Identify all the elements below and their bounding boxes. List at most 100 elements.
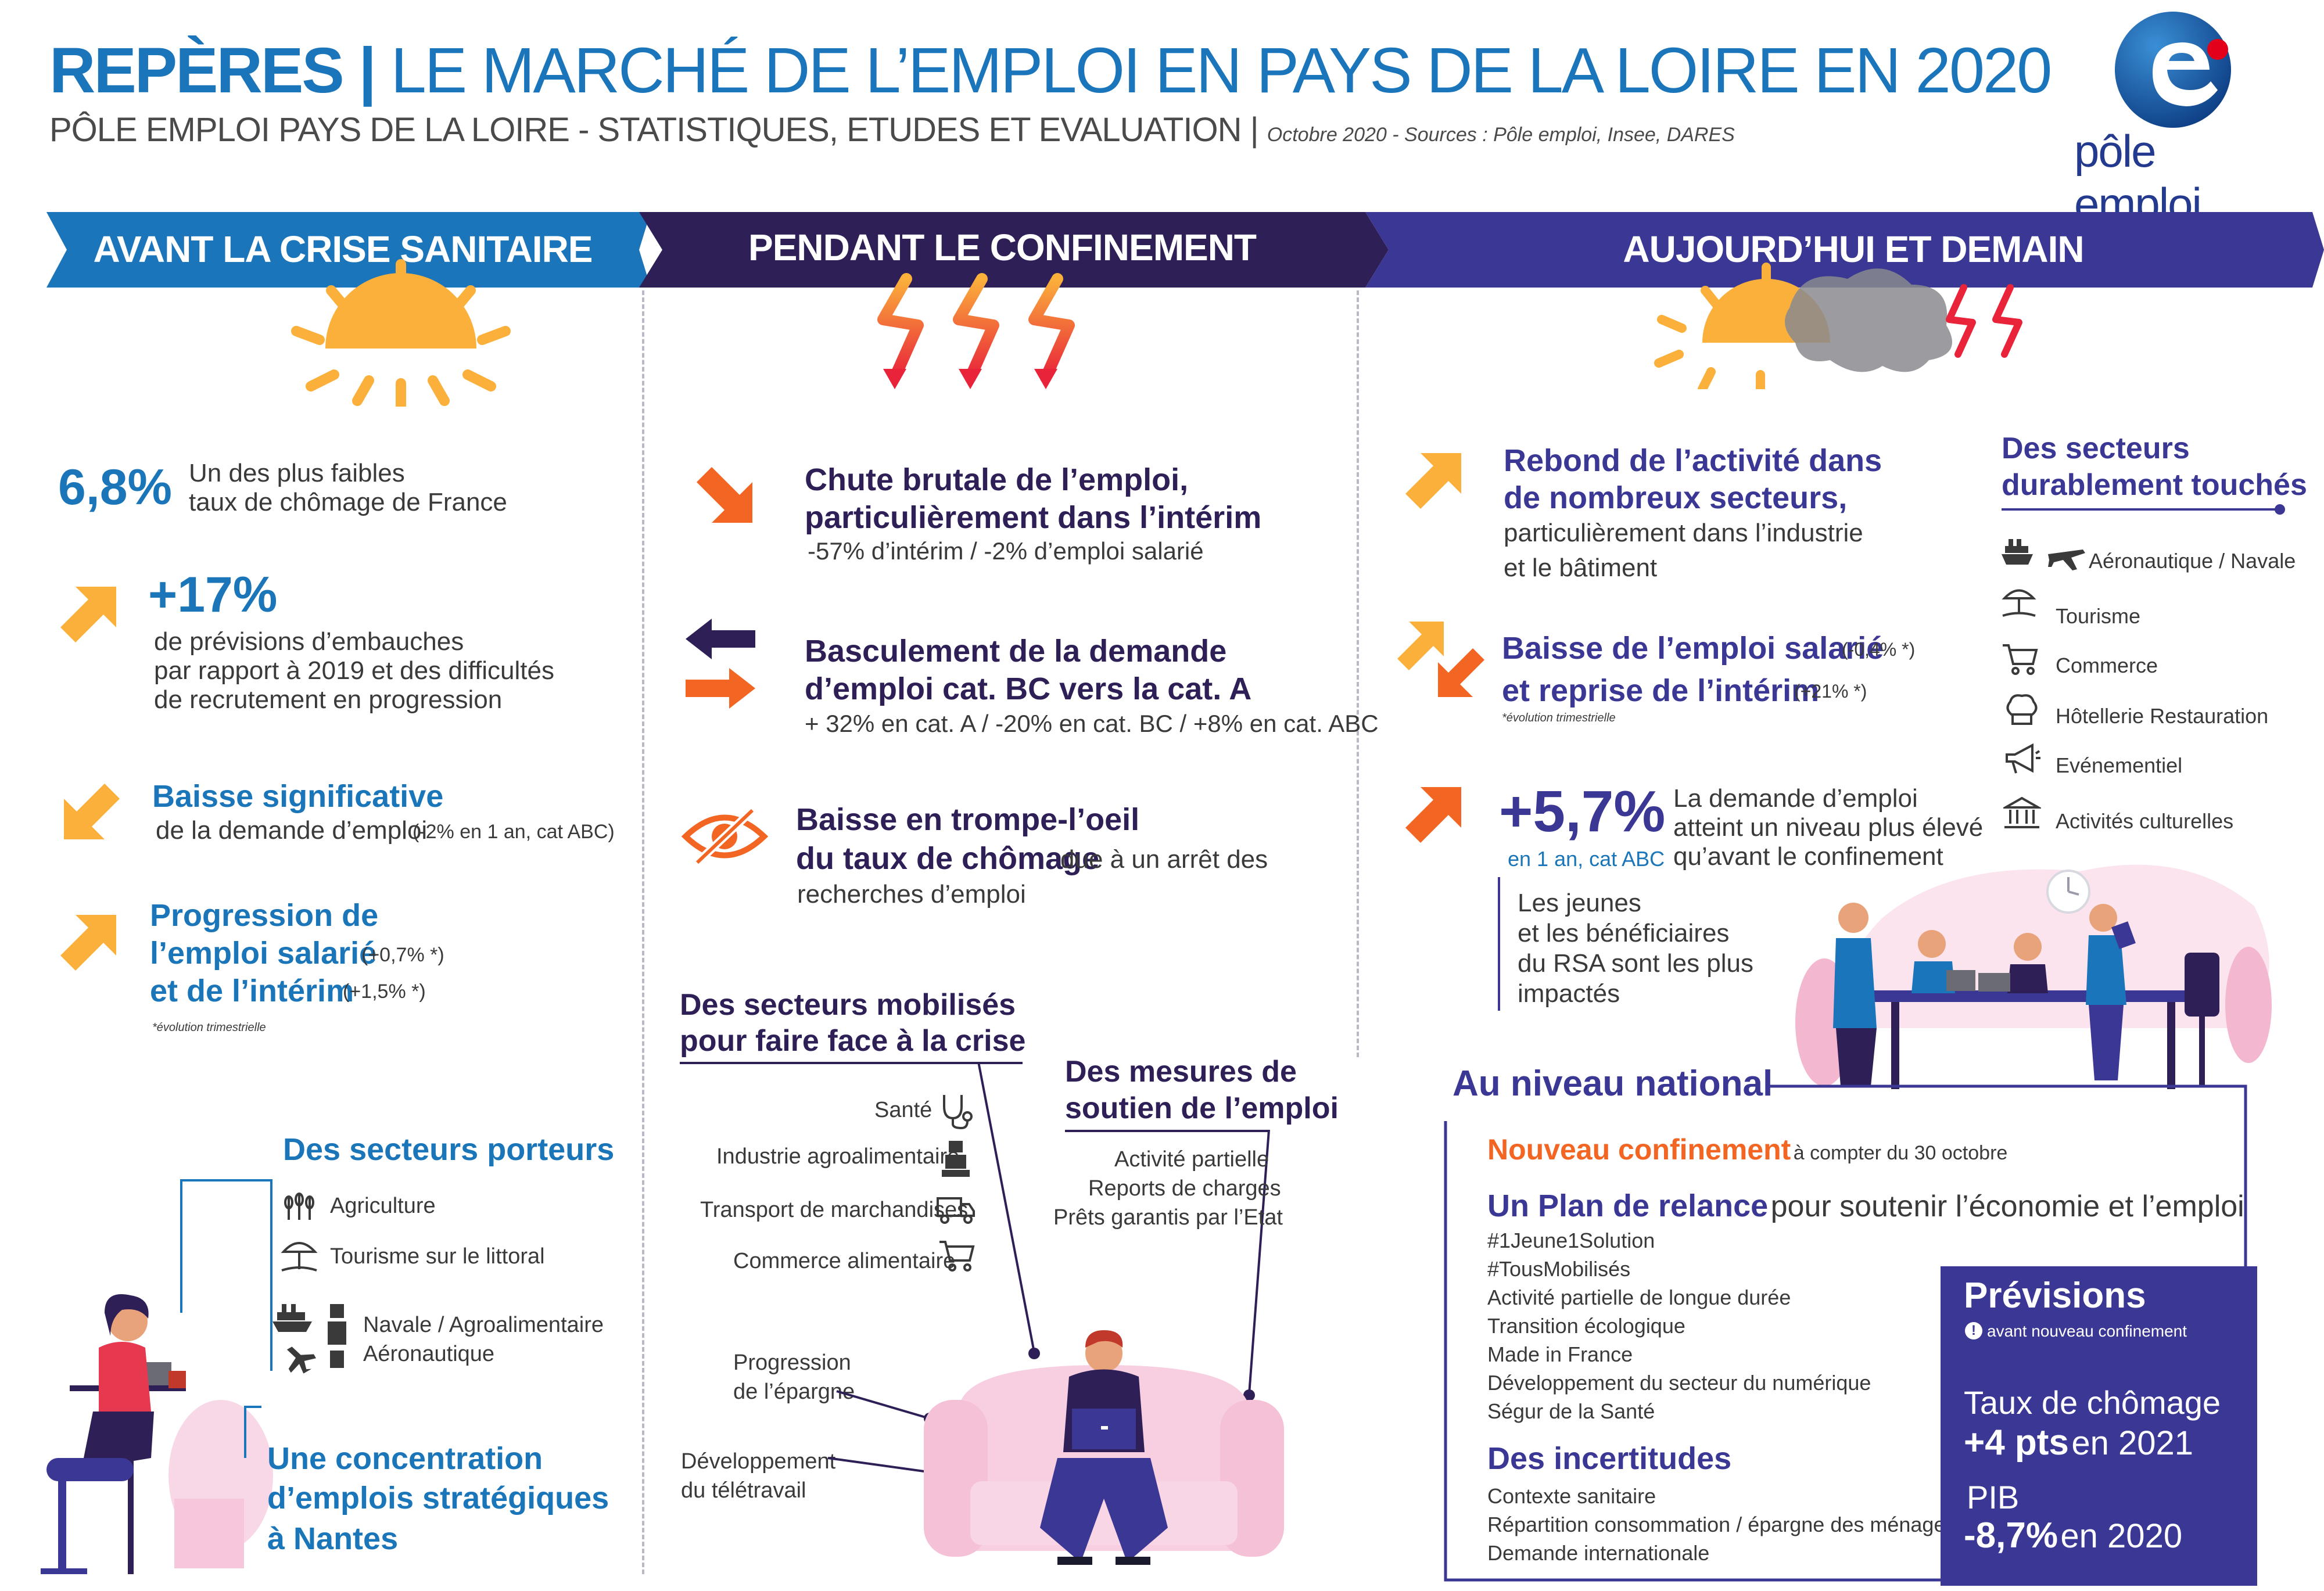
- page-title: REPÈRES | LE MARCHÉ DE L’EMPLOI EN PAYS …: [49, 34, 2053, 107]
- youth-text-4: impactés: [1518, 979, 1620, 1008]
- forecast-gdp-line: -8,7% en 2020: [1964, 1515, 2182, 1556]
- hiring-forecast-value: +17%: [148, 567, 278, 623]
- mobilized-sectors-title-2: pour faire face à la crise: [680, 1024, 1026, 1058]
- factory-icon: [328, 1304, 346, 1368]
- growth-sectors-line: [270, 1179, 272, 1371]
- uncertainties-title: Des incertitudes: [1487, 1441, 1732, 1476]
- employment-drop-title-1: Chute brutale de l’emploi,: [805, 462, 1189, 497]
- rebound-title-2: de nombreux secteurs,: [1504, 480, 1848, 515]
- employment-growth-note-2: (+0,7% *): [361, 944, 444, 966]
- museum-icon: [2003, 796, 2041, 828]
- ship-plane-icon: [2002, 539, 2085, 570]
- subtitle-text: PÔLE EMPLOI PAYS DE LA LOIRE - STATISTIQ…: [49, 111, 1259, 149]
- sources-text: Octobre 2020 - Sources : Pôle emploi, In…: [1267, 124, 1735, 146]
- job-demand-text-1: La demande d’emploi: [1673, 784, 1918, 813]
- savings-label-2: de l’épargne: [733, 1380, 855, 1404]
- column-divider-2: [1357, 290, 1359, 1057]
- illusion-title-1: Baisse en trompe-l’oeil: [796, 802, 1140, 837]
- affected-sector-hospitality: Hôtellerie Restauration: [2056, 704, 2269, 728]
- remote-work-label-1: Développement: [681, 1449, 836, 1474]
- mobilized-sector-freight: Transport de marchandises: [700, 1198, 969, 1222]
- affected-sector-events: Evénementiel: [2056, 753, 2183, 777]
- growth-sector-agriculture: Agriculture: [330, 1194, 436, 1218]
- lockdown-line: Nouveau confinement à compter du 30 octo…: [1487, 1133, 2007, 1166]
- sun-icon: [291, 259, 511, 407]
- nantes-line: [244, 1406, 246, 1458]
- woman-laptop-illustration: [41, 1294, 273, 1574]
- title-strong: REPÈRES |: [49, 35, 376, 106]
- arrow-down-right-icon: [697, 467, 752, 523]
- salaried-drop-note: (-0,4% *): [1842, 639, 1916, 660]
- growth-sectors-line-h: [180, 1179, 272, 1181]
- growth-sector-aeronautics: Aéronautique: [363, 1342, 495, 1366]
- illusion-title-2: du taux de chômage: [796, 841, 1100, 876]
- affected-sector-culture: Activités culturelles: [2056, 809, 2234, 833]
- affected-underline: [2002, 508, 2280, 511]
- plan-item: Transition écologique: [1487, 1314, 1685, 1338]
- remote-work-label-2: du télétravail: [681, 1478, 806, 1503]
- mobilized-sector-agrifood: Industrie agroalimentaire: [716, 1144, 960, 1169]
- nantes-title-3: à Nantes: [267, 1521, 399, 1556]
- rebound-text-1: particulièrement dans l’industrie: [1504, 519, 1863, 547]
- support-measures-title-1: Des mesures de: [1065, 1055, 1297, 1089]
- mobilized-underline: [680, 1062, 1023, 1064]
- hiring-forecast-text-1: de prévisions d’embauches: [154, 627, 464, 656]
- arrow-down-left-icon: [64, 784, 120, 839]
- beach-umbrella-icon: [281, 1242, 318, 1272]
- ship-plane-icon: [272, 1304, 317, 1374]
- chef-hat-icon: [2006, 694, 2038, 725]
- arrow-up-right-icon: [1405, 453, 1461, 509]
- demand-decline-title: Baisse significative: [152, 779, 444, 814]
- rebound-text-2: et le bâtiment: [1504, 554, 1658, 582]
- footnote: *évolution trimestrielle: [152, 1021, 266, 1034]
- plan-item: #TousMobilisés: [1487, 1257, 1631, 1281]
- employment-growth-title-3: et de l’intérim: [150, 974, 354, 1008]
- unemployment-rate-text-1: Un des plus faibles: [189, 459, 405, 487]
- employment-growth-note-3: (+1,5% *): [343, 981, 426, 1003]
- nantes-title-2: d’emplois stratégiques: [267, 1481, 609, 1515]
- affected-sector-retail: Commerce: [2056, 653, 2158, 677]
- growth-sectors-title: Des secteurs porteurs: [283, 1132, 615, 1167]
- unemployment-rate-value: 6,8%: [58, 459, 173, 515]
- uncertainty-item: Demande internationale: [1487, 1541, 1710, 1565]
- nantes-title-1: Une concentration: [267, 1441, 543, 1476]
- demand-switch-title-1: Basculement de la demande: [805, 634, 1227, 669]
- shopping-cart-icon: [939, 1241, 975, 1272]
- team-meeting-illustration: [1795, 864, 2272, 1089]
- job-demand-sub: en 1 an, cat ABC: [1508, 847, 1665, 871]
- arrow-up-right-icon: [1405, 787, 1461, 843]
- youth-text-2: et les bénéficiaires: [1518, 919, 1730, 947]
- logo-globe-icon: [2115, 12, 2231, 128]
- recovery-plan-line: Un Plan de relance pour soutenir l’écono…: [1487, 1188, 2244, 1224]
- title-rest: LE MARCHÉ DE L’EMPLOI EN PAYS DE LA LOIR…: [390, 35, 2053, 106]
- mobilized-sector-food-retail: Commerce alimentaire: [733, 1249, 956, 1273]
- national-title: Au niveau national: [1452, 1064, 1773, 1104]
- after-footnote: *évolution trimestrielle: [1502, 712, 1616, 724]
- hiring-forecast-text-3: de recrutement en progression: [154, 685, 503, 714]
- forecast-panel: [1941, 1266, 2257, 1586]
- stethoscope-icon: [943, 1095, 973, 1130]
- employment-growth-title-1: Progression de: [150, 898, 379, 933]
- rebound-title-1: Rebond de l’activité dans: [1504, 443, 1882, 478]
- employment-drop-title-2: particulièrement dans l’intérim: [805, 500, 1262, 535]
- banner-after: AUJOURD’HUI ET DEMAIN: [1623, 228, 2084, 270]
- eye-hidden-icon: [681, 807, 769, 866]
- lockdown-title: Nouveau confinement: [1487, 1133, 1791, 1166]
- growth-sector-naval-agrifood: Navale / Agroalimentaire: [363, 1313, 604, 1337]
- youth-text-3: du RSA sont les plus: [1518, 949, 1754, 978]
- affected-sectors-title-2: durablement touchés: [2002, 468, 2307, 502]
- uncertainty-item: Répartition consommation / épargne des m…: [1487, 1513, 1956, 1536]
- support-measures-title-2: soutien de l’emploi: [1065, 1091, 1339, 1125]
- nantes-line-h: [244, 1406, 261, 1408]
- forecast-rate-label: Taux de chômage: [1964, 1384, 2221, 1421]
- illusion-text-3: recherches d’emploi: [797, 880, 1026, 908]
- plan-item: Développement du secteur du numérique: [1487, 1371, 1871, 1395]
- shopping-cart-icon: [2003, 644, 2038, 675]
- support-measure-1: Activité partielle: [1114, 1147, 1269, 1172]
- measures-underline: [1065, 1130, 1269, 1132]
- sun-cloud-storm-icon: [1654, 263, 2022, 389]
- demand-switch-text: + 32% en cat. A / -20% en cat. BC / +8% …: [805, 710, 1379, 737]
- interim-recovery-title: et reprise de l’intérim: [1502, 673, 1820, 708]
- growth-sector-tourism: Tourisme sur le littoral: [330, 1244, 545, 1269]
- affected-sector-tourism: Tourisme: [2056, 604, 2141, 628]
